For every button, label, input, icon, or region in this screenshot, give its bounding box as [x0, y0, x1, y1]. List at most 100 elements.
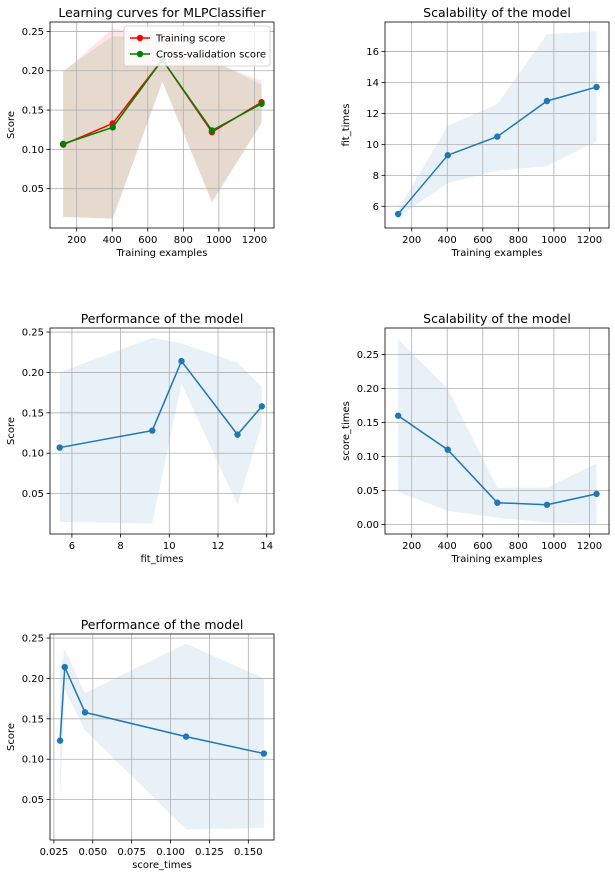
x-tick-label: 400: [103, 235, 122, 246]
x-tick-label: 600: [473, 235, 492, 246]
x-tick-label: 1200: [577, 235, 602, 246]
x-axis-label: Training examples: [451, 248, 543, 259]
y-tick-label: 10: [366, 140, 379, 151]
chart-title: Scalability of the model: [423, 5, 571, 20]
data-point: [61, 663, 68, 671]
data-point: [394, 210, 402, 218]
confidence-band-1: [63, 28, 262, 219]
data-point: [234, 431, 241, 438]
chart-performance-score: 0.025 0.050 0.075 0.100 0.125 0.150 0.05 0.10 0.…: [6, 617, 275, 871]
y-axis-label: score_times: [341, 401, 352, 461]
data-point: [494, 499, 501, 506]
confidence-band-1: [59, 337, 262, 524]
data-point: [543, 501, 551, 508]
legend-frame: [123, 25, 271, 67]
data-point: [56, 737, 64, 744]
data-point: [149, 427, 156, 434]
x-axis-label: Training examples: [451, 554, 543, 565]
y-tick-label: 0.10: [22, 755, 44, 766]
legend-label: Training score: [155, 34, 226, 45]
x-tick-label: 0.125: [195, 847, 224, 858]
data-point: [182, 733, 190, 740]
x-axis-label: score_times: [132, 860, 192, 871]
data-point: [258, 403, 266, 410]
chart-performance-fit: 6 8 10 12 14 0.05 0.10 0.15 0.20 0.25 Performance …: [6, 311, 275, 565]
data-point: [109, 124, 116, 131]
y-axis-label: Score: [6, 417, 17, 445]
y-tick-label: 0.25: [22, 634, 44, 645]
y-tick-label: 6: [373, 202, 379, 213]
chart-title: Performance of the model: [81, 311, 244, 326]
y-tick-label: 0.05: [22, 795, 44, 806]
data-point: [178, 357, 185, 365]
legend-label: Cross-validation score: [156, 50, 266, 61]
y-tick-label: 0.20: [22, 368, 44, 379]
legend-marker: [136, 50, 144, 58]
x-tick-label: 1200: [242, 235, 267, 246]
y-tick-label: 0.20: [22, 66, 44, 77]
chart-learning-curves: 200 400 600 800 1000 1200 0.05 0.10 0.15 0.20 0.25…: [6, 5, 275, 259]
y-tick-label: 0.00: [357, 520, 379, 531]
data-point: [260, 750, 268, 757]
y-tick-label: 0.15: [22, 408, 44, 419]
x-tick-label: 0.150: [234, 847, 263, 858]
y-tick-label: 0.10: [22, 145, 44, 156]
data-point: [543, 97, 551, 105]
axes-frame: [384, 327, 610, 535]
confidence-band-2: [63, 36, 262, 219]
confidence-band-1: [398, 339, 597, 524]
y-tick-label: 0.15: [22, 106, 44, 117]
x-tick-label: 800: [509, 541, 528, 552]
axes-frame: [49, 633, 275, 841]
x-tick-label: 8: [117, 541, 123, 552]
data-point: [59, 140, 67, 148]
y-tick-label: 14: [366, 78, 379, 89]
y-tick-label: 8: [373, 171, 379, 182]
x-tick-label: 10: [163, 541, 176, 552]
x-axis-label: fit_times: [140, 554, 183, 565]
y-tick-label: 0.15: [22, 714, 44, 725]
data-point: [444, 446, 451, 453]
y-axis-label: Score: [6, 723, 17, 751]
x-tick-label: 600: [473, 541, 492, 552]
x-tick-label: 800: [509, 235, 528, 246]
axes-frame: [49, 21, 275, 229]
x-axis-label: Training examples: [116, 248, 208, 259]
x-tick-label: 14: [260, 541, 273, 552]
x-tick-label: 600: [138, 235, 157, 246]
y-tick-label: 0.05: [357, 486, 379, 497]
x-tick-label: 1000: [541, 541, 566, 552]
legend: Training score Cross-validation score: [123, 25, 271, 67]
confidence-band-1: [60, 643, 264, 830]
x-tick-label: 0.050: [78, 847, 107, 858]
y-tick-label: 12: [366, 109, 379, 120]
x-tick-label: 200: [402, 541, 421, 552]
x-tick-label: 200: [67, 235, 86, 246]
confidence-band-1: [398, 31, 597, 218]
data-point: [81, 709, 89, 716]
chart-scalability-fit: 200 400 600 800 1000 1200 6 8 10 12 14 16 Scalabilit…: [341, 5, 610, 259]
x-tick-label: 200: [402, 235, 421, 246]
chart-scalability-score: 200 400 600 800 1000 1200 0.00 0.05 0.10 0.15 0.20…: [341, 311, 610, 565]
chart-title: Performance of the model: [81, 617, 244, 632]
data-point: [494, 133, 501, 140]
x-tick-label: 0.100: [156, 847, 185, 858]
y-tick-label: 0.10: [357, 452, 379, 463]
x-tick-label: 1200: [577, 541, 602, 552]
data-point: [56, 444, 63, 451]
x-tick-label: 400: [438, 541, 457, 552]
y-tick-label: 0.10: [22, 449, 44, 460]
x-tick-label: 800: [174, 235, 193, 246]
y-tick-label: 0.20: [357, 384, 379, 395]
x-tick-label: 0.075: [117, 847, 146, 858]
y-tick-label: 16: [366, 47, 379, 58]
y-axis-label: Score: [6, 111, 17, 139]
x-tick-label: 6: [69, 541, 75, 552]
data-point: [444, 152, 451, 159]
x-tick-label: 12: [212, 541, 225, 552]
data-point: [394, 412, 402, 419]
y-tick-label: 0.20: [22, 674, 44, 685]
x-tick-label: 1000: [541, 235, 566, 246]
data-point: [258, 100, 265, 107]
